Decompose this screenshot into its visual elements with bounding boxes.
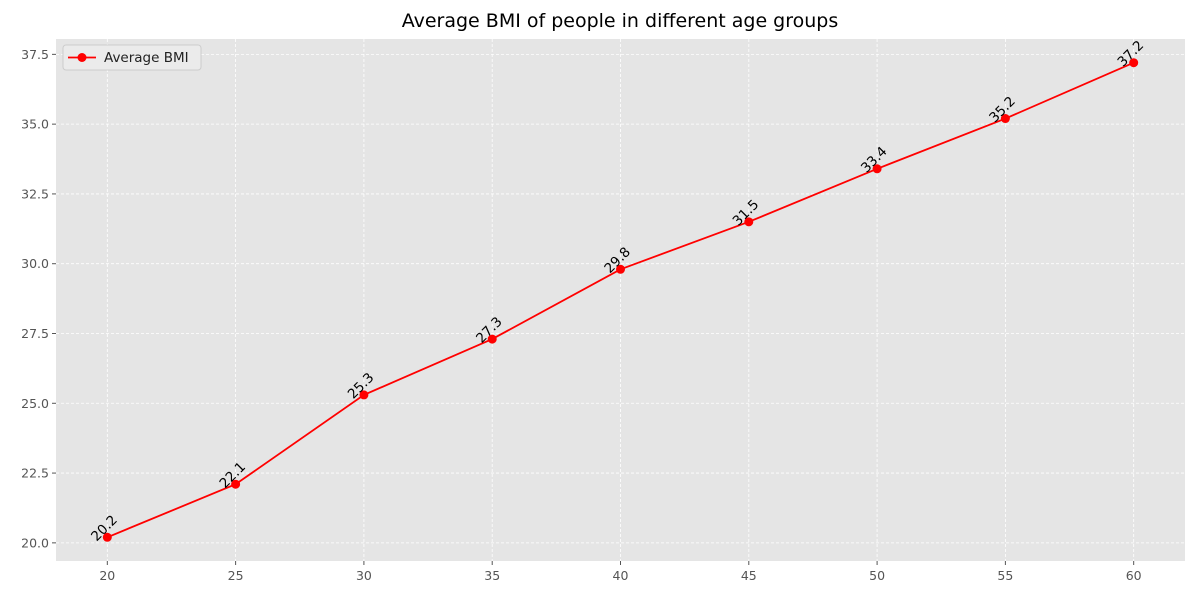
data-point: [359, 390, 369, 400]
x-tick-label: 40: [613, 568, 629, 583]
x-tick-label: 55: [997, 568, 1013, 583]
y-tick-label: 35.0: [21, 117, 49, 132]
data-point: [1000, 114, 1010, 124]
y-tick-label: 27.5: [21, 326, 49, 341]
x-tick-label: 60: [1126, 568, 1142, 583]
x-tick-label: 30: [356, 568, 372, 583]
data-point: [872, 164, 882, 174]
x-tick-label: 35: [484, 568, 500, 583]
y-tick-label: 32.5: [21, 186, 49, 201]
chart-title: Average BMI of people in different age g…: [401, 10, 839, 32]
data-point: [102, 532, 112, 542]
legend-label: Average BMI: [104, 50, 189, 66]
y-tick-label: 37.5: [21, 47, 49, 62]
y-tick-label: 22.5: [21, 466, 49, 481]
x-tick-label: 25: [228, 568, 244, 583]
y-tick-label: 25.0: [21, 396, 49, 411]
data-point: [1129, 58, 1139, 68]
data-point: [616, 264, 625, 274]
x-tick-label: 45: [741, 568, 757, 583]
data-point: [487, 334, 497, 344]
y-tick-label: 30.0: [21, 256, 49, 271]
legend-box: [62, 44, 202, 71]
x-tick-label: 50: [869, 568, 885, 583]
legend-marker: [77, 53, 87, 62]
x-tick-label: 20: [99, 568, 115, 583]
data-point: [744, 217, 754, 227]
y-tick-label: 20.0: [21, 535, 49, 550]
data-point: [231, 479, 241, 489]
